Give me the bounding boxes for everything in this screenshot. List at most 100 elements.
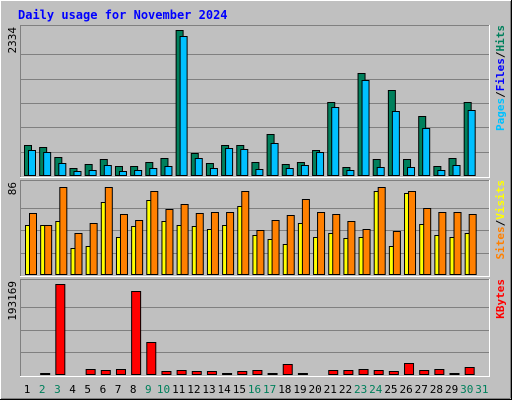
kbytes-bar-kbytes-26 <box>404 363 415 375</box>
hits-legend-text: Pages/Files/Hits <box>494 25 507 131</box>
hits-bar-files-28 <box>437 170 446 176</box>
hits-bar-files-10 <box>164 166 173 176</box>
visits-bar-sites-6 <box>104 187 113 275</box>
visits-bar-sites-22 <box>347 221 356 275</box>
x-label-day-24: 24 <box>369 383 383 396</box>
hits-bar-files-26 <box>407 167 416 176</box>
visits-bar-sites-8 <box>135 220 144 275</box>
hits-bar-files-9 <box>149 168 158 176</box>
x-label-day-12: 12 <box>187 383 200 396</box>
x-label-day-11: 11 <box>172 383 185 396</box>
kbytes-bar-kbytes-29 <box>449 373 460 375</box>
kbytes-bar-kbytes-25 <box>388 371 399 375</box>
kbytes-bar-kbytes-18 <box>282 364 293 375</box>
hits-bar-files-12 <box>194 158 203 176</box>
hits-bar-files-14 <box>225 148 234 176</box>
x-label-day-13: 13 <box>202 383 215 396</box>
x-label-day-15: 15 <box>233 383 246 396</box>
kbytes-bar-kbytes-27 <box>419 370 430 375</box>
visits-bar-sites-1 <box>29 213 37 275</box>
kbytes-bar-kbytes-10 <box>161 371 172 375</box>
kbytes-plot-area <box>20 279 490 377</box>
chart-title: Daily usage for November 2024 <box>18 8 228 22</box>
kbytes-bar-kbytes-11 <box>176 370 187 375</box>
visits-bar-sites-18 <box>286 215 295 275</box>
x-label-day-2: 2 <box>39 383 46 396</box>
hits-bar-files-27 <box>422 128 431 176</box>
visits-bar-sites-9 <box>150 191 159 275</box>
visits-bar-sites-15 <box>241 191 250 275</box>
panel-kbytes: 193169 KBytes <box>6 279 507 377</box>
legend-separator: / <box>494 51 507 58</box>
kbytes-bar-kbytes-23 <box>358 369 369 375</box>
visits-bar-sites-19 <box>301 199 310 275</box>
visits-bar-sites-12 <box>195 213 204 275</box>
visits-legend-text: Sites/Visits <box>494 180 507 260</box>
visits-ymax-label: 86 <box>6 182 19 195</box>
x-label-day-22: 22 <box>339 383 352 396</box>
hits-bar-files-6 <box>103 165 112 176</box>
legend-sites: Sites <box>494 226 507 259</box>
visits-legend: Sites/Visits <box>494 180 507 260</box>
hits-ymax-label: 2334 <box>6 27 19 54</box>
kbytes-ymax-label: 193169 <box>6 281 19 321</box>
x-label-day-9: 9 <box>145 383 152 396</box>
visits-bar-sites-17 <box>271 220 280 275</box>
kbytes-bar-kbytes-2 <box>40 373 51 375</box>
x-label-day-29: 29 <box>445 383 458 396</box>
legend-kbytes: KBytes <box>494 279 507 319</box>
x-label-day-20: 20 <box>309 383 322 396</box>
x-label-day-14: 14 <box>218 383 232 396</box>
x-label-day-25: 25 <box>384 383 397 396</box>
legend-visits: Visits <box>494 180 507 220</box>
hits-bar-files-13 <box>209 168 218 176</box>
visits-bar-sites-27 <box>423 208 432 275</box>
kbytes-bar-kbytes-17 <box>267 373 278 375</box>
hits-bar-files-8 <box>134 170 143 176</box>
hits-bar-files-5 <box>88 170 97 176</box>
hits-bar-files-3 <box>58 163 67 176</box>
x-label-day-1: 1 <box>24 383 31 396</box>
hits-bar-files-20 <box>316 152 325 176</box>
kbytes-bar-kbytes-21 <box>328 370 339 375</box>
x-label-day-21: 21 <box>324 383 337 396</box>
visits-bar-sites-5 <box>89 223 98 275</box>
legend-separator: / <box>494 91 507 98</box>
legend-pages: Pages <box>494 98 507 131</box>
hits-bar-files-30 <box>467 110 476 176</box>
x-label-day-19: 19 <box>293 383 306 396</box>
kbytes-bar-kbytes-12 <box>191 371 202 375</box>
x-label-day-10: 10 <box>157 383 170 396</box>
visits-bar-sites-28 <box>438 212 447 275</box>
hits-bar-files-15 <box>240 149 249 176</box>
x-label-day-30: 30 <box>460 383 473 396</box>
x-label-day-27: 27 <box>415 383 428 396</box>
hits-bar-files-23 <box>361 80 370 176</box>
visits-bar-sites-20 <box>317 212 326 275</box>
x-label-day-5: 5 <box>84 383 91 396</box>
x-axis-labels: 1 2 3 4 5 6 7 8 9 10 11 12 13 14 15 16 17 18 19 20 21 22 23 24 2… <box>24 383 489 396</box>
hits-bar-files-22 <box>346 170 355 176</box>
visits-bar-sites-11 <box>180 204 189 275</box>
kbytes-bar-kbytes-24 <box>373 370 384 375</box>
kbytes-legend: KBytes <box>494 279 507 319</box>
x-label-day-17: 17 <box>263 383 276 396</box>
kbytes-bar-kbytes-9 <box>146 342 157 375</box>
visits-bar-sites-16 <box>256 230 265 275</box>
x-label-day-26: 26 <box>399 383 412 396</box>
kbytes-legend-text: KBytes <box>494 279 507 319</box>
hits-bar-files-24 <box>376 167 385 176</box>
x-label-day-18: 18 <box>278 383 291 396</box>
kbytes-bar-kbytes-7 <box>115 369 126 375</box>
visits-bar-sites-21 <box>332 214 341 275</box>
kbytes-bar-kbytes-5 <box>85 369 96 375</box>
hits-bar-files-16 <box>255 169 264 176</box>
x-label-day-7: 7 <box>115 383 122 396</box>
hits-bar-files-1 <box>28 150 36 176</box>
kbytes-bar-kbytes-8 <box>131 291 142 375</box>
visits-bar-sites-23 <box>362 229 371 275</box>
visits-bar-sites-13 <box>210 212 219 275</box>
hits-bar-files-2 <box>43 152 52 176</box>
chart-panels: 2334Pages/Files/Hits86Sites/Visits193169… <box>6 25 507 377</box>
x-label-day-31: 31 <box>475 383 488 396</box>
